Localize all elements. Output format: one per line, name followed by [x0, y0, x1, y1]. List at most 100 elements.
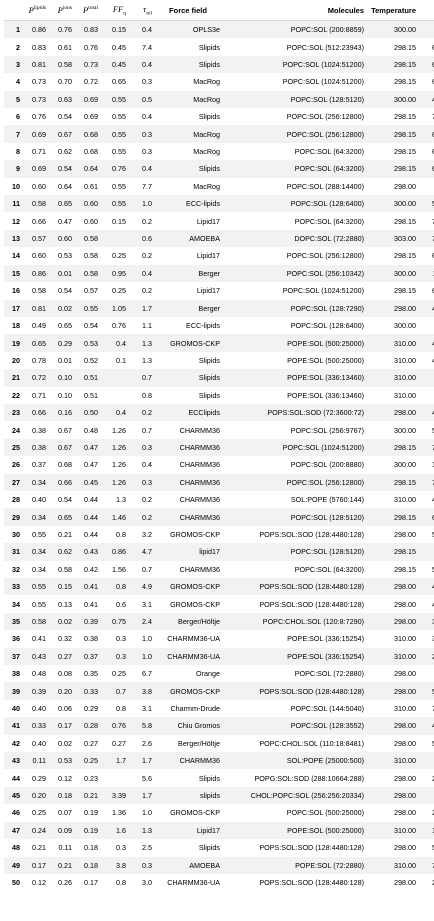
table-row: 45 0.20 0.18 0.21 3.39 1.7 slipids CHOL:POPC:SO…	[4, 786, 434, 805]
cell-ff-q: 0.45	[112, 60, 126, 70]
cell-p-lipids: 0.58	[32, 286, 46, 296]
cell-index: 11	[12, 199, 20, 209]
cell-molecules: POPS:SOL:SOD (128:4480:128)	[259, 686, 364, 696]
cell-id: 529	[418, 839, 434, 856]
cell-p-total: 0.29	[84, 704, 98, 714]
cell-index: 37	[12, 651, 20, 661]
cell-index: 4	[16, 77, 20, 87]
header-id: ID	[418, 0, 434, 21]
table-row: 19 0.65 0.29 0.53 0.4 1.3 GROMOS-CKP POPE:SOL (…	[4, 334, 434, 352]
cell-tau-rel: 2.5	[142, 843, 152, 853]
cell-p-lipids: 0.69	[32, 129, 46, 139]
cell-ff-q: 0.45	[112, 42, 126, 52]
cell-p-ions: 0.02	[58, 303, 72, 313]
table-row: 25 0.38 0.67 0.47 1.26 0.3 CHARMM36 POPC:SOL (1…	[4, 438, 434, 457]
cell-index: 18	[12, 321, 20, 331]
cell-temperature: 310.00	[394, 634, 416, 644]
cell-ff-q: 0.76	[112, 721, 126, 731]
cell-p-lipids: 0.71	[32, 390, 46, 400]
cell-molecules: POPC:SOL (64:3200)	[294, 216, 364, 226]
cell-p-ions: 0.68	[58, 460, 72, 470]
table-row: 38 0.48 0.08 0.35 0.25 6.7 Orange POPC:SOL (72:…	[4, 665, 434, 683]
cell-ff-q: 0.8	[116, 878, 126, 888]
cell-p-lipids: 0.65	[32, 338, 46, 348]
cell-p-lipids: 0.86	[32, 268, 46, 278]
cell-p-lipids: 0.81	[32, 60, 46, 70]
cell-force-field: lipid17	[199, 547, 220, 557]
cell-index: 1	[16, 25, 20, 35]
cell-tau-rel: 1.0	[142, 651, 152, 661]
cell-tau-rel: 0.2	[142, 216, 152, 226]
cell-p-ions: 0.65	[58, 321, 72, 331]
cell-id: 202	[418, 804, 434, 821]
cell-p-lipids: 0.21	[32, 843, 46, 853]
cell-molecules: POPE:SOL (72:2880)	[295, 860, 364, 870]
cell-temperature: 298.00	[394, 773, 416, 783]
cell-temperature: 300.00	[394, 321, 416, 331]
cell-ff-q: 0.55	[112, 129, 126, 139]
cell-molecules: POPC:SOL (128:3552)	[290, 721, 364, 731]
cell-force-field: MacRog	[193, 94, 220, 104]
cell-index: 47	[12, 825, 20, 835]
cell-p-total: 0.44	[84, 512, 98, 522]
cell-p-lipids: 0.49	[32, 321, 46, 331]
header-p-ions-symbol: P	[57, 5, 63, 15]
cell-p-total: 0.42	[84, 564, 98, 574]
cell-force-field: Lipid17	[196, 286, 220, 296]
cell-force-field: Slipids	[198, 112, 220, 122]
cell-id: 82	[418, 787, 434, 804]
cell-tau-rel: 1.0	[142, 808, 152, 818]
cell-id: 664	[418, 160, 434, 177]
cell-index: 27	[12, 477, 20, 487]
table-row: 31 0.34 0.62 0.43 0.86 4.7 lipid17 POPC:SOL (12…	[4, 543, 434, 561]
cell-index: 46	[12, 808, 20, 818]
cell-p-ions: 0.64	[58, 181, 72, 191]
cell-temperature: 298.00	[394, 617, 416, 627]
table-row: 10 0.60 0.64 0.61 0.55 7.7 MacRog POPC:SOL (288…	[4, 177, 434, 196]
table-row: 3 0.81 0.58 0.73 0.45 0.4 Slipids POPC:SOL (102…	[4, 55, 434, 74]
cell-ff-q: 0.55	[112, 181, 126, 191]
cell-temperature: 298.00	[394, 408, 416, 418]
quality-ranking-table: Plipids Pions Ptotal FFq τrel Force fiel…	[4, 0, 434, 892]
cell-ff-q: 0.75	[112, 617, 126, 627]
cell-temperature: 298.00	[394, 791, 416, 801]
cell-tau-rel: 1.7	[142, 756, 152, 766]
cell-id: 742	[418, 230, 434, 247]
cell-molecules: DOPC:SOL (72:2880)	[294, 234, 364, 244]
cell-temperature: 298.15	[394, 112, 416, 122]
cell-id: 29	[418, 369, 434, 386]
cell-temperature: 298.00	[394, 181, 416, 191]
cell-index: 15	[12, 268, 20, 278]
cell-index: 29	[12, 512, 20, 522]
cell-tau-rel: 2.6	[142, 738, 152, 748]
header-p-lipids-symbol: P	[28, 5, 34, 15]
cell-index: 12	[12, 216, 20, 226]
cell-p-total: 0.37	[84, 651, 98, 661]
cell-id: 430	[418, 491, 434, 508]
cell-temperature: 310.00	[394, 355, 416, 365]
cell-molecules: POPC:SOL (256:10342)	[286, 268, 364, 278]
cell-p-ions: 0.60	[58, 234, 72, 244]
cell-ff-q: 1.56	[112, 564, 126, 574]
cell-molecules: POPG:SOL:SOD (288:10664:288)	[254, 773, 364, 783]
cell-ff-q: 0.55	[112, 112, 126, 122]
cell-index: 50	[12, 878, 20, 888]
cell-force-field: Slipids	[198, 390, 220, 400]
cell-temperature: 298.15	[394, 564, 416, 574]
cell-ff-q: 1.26	[112, 477, 126, 487]
cell-p-ions: 0.26	[58, 878, 72, 888]
table-row: 13 0.57 0.60 0.58 0.6 AMOEBA DOPC:SOL (72:2880…	[4, 229, 434, 248]
cell-molecules: POPC:SOL (256:12800)	[286, 129, 364, 139]
cell-p-total: 0.19	[84, 808, 98, 818]
header-temperature: Temperature	[366, 0, 418, 21]
cell-p-lipids: 0.58	[32, 617, 46, 627]
cell-tau-rel: 0.5	[142, 94, 152, 104]
cell-ff-q: 0.55	[112, 94, 126, 104]
cell-p-ions: 0.47	[58, 216, 72, 226]
cell-p-lipids: 0.76	[32, 112, 46, 122]
cell-id: 414	[418, 352, 434, 369]
cell-molecules: POPC:SOL (1024:51200)	[282, 286, 364, 296]
cell-force-field: Berger/Höltje	[178, 738, 220, 748]
cell-temperature: 310.00	[394, 390, 416, 400]
cell-id: 233	[418, 648, 434, 665]
